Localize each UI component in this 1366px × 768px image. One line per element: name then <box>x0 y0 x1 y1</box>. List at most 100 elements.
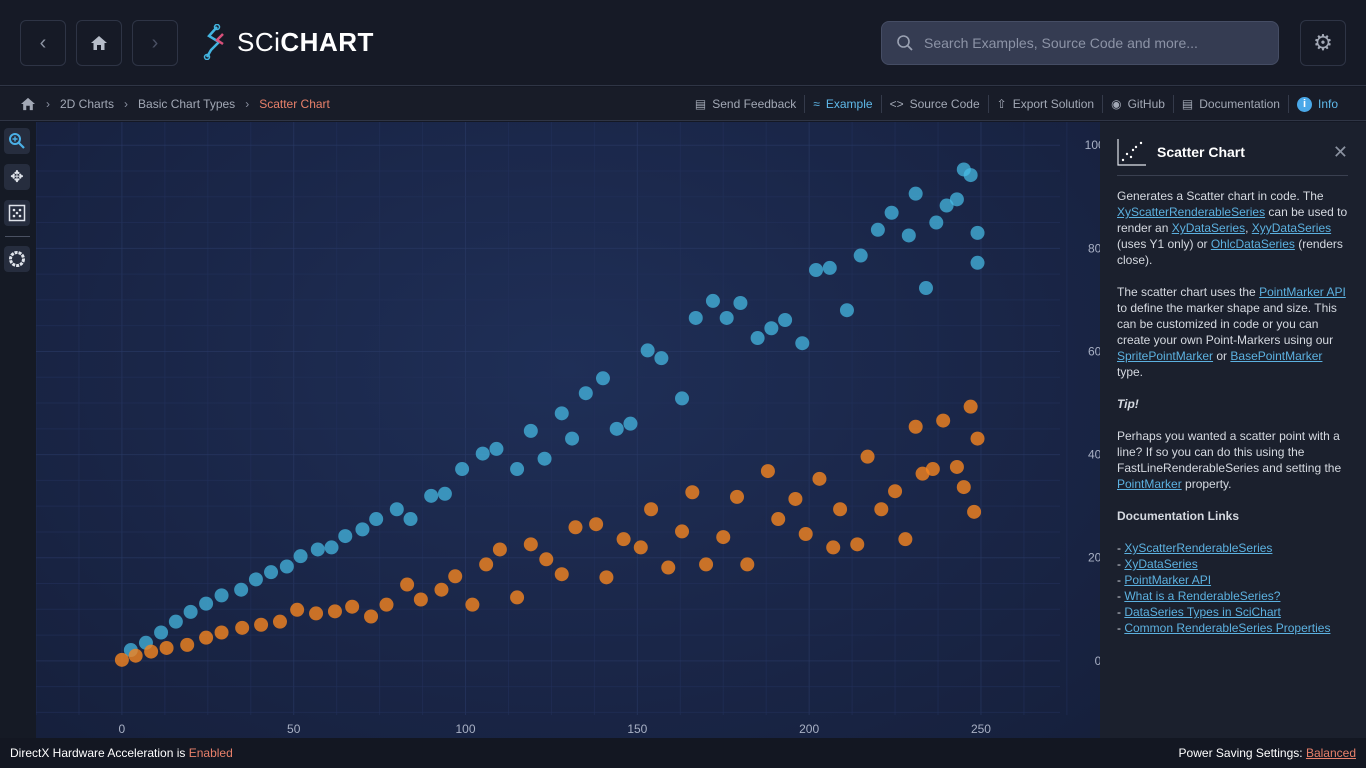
documentation-link[interactable]: ▤ Documentation <box>1172 95 1288 113</box>
scatter-point-series-2 <box>523 537 538 552</box>
x-tick-label: 100 <box>456 722 476 736</box>
source-code-tab[interactable]: <> Source Code <box>880 95 988 113</box>
scatter-point-series-2 <box>699 557 714 572</box>
scatter-point-series-2 <box>254 617 269 632</box>
scatter-point-series-2 <box>661 560 676 575</box>
x-tick-label: 0 <box>119 722 126 736</box>
doc-link[interactable]: PointMarker API <box>1259 285 1346 299</box>
search-input[interactable] <box>924 35 1264 51</box>
scatter-point-series-2 <box>272 614 287 629</box>
info-text: Documentation Links <box>1117 509 1240 523</box>
scatter-point-series-2 <box>510 590 525 605</box>
doc-link[interactable]: SpritePointMarker <box>1117 349 1214 363</box>
doc-link[interactable]: XyScatterRenderableSeries <box>1117 205 1266 219</box>
info-paragraph: The scatter chart uses the PointMarker A… <box>1117 284 1348 380</box>
list-item: - DataSeries Types in SciChart <box>1117 605 1281 619</box>
scatter-point-series-1 <box>939 198 954 213</box>
doc-link[interactable]: Common RenderableSeries Properties <box>1124 621 1331 635</box>
scatter-point-series-2 <box>850 537 865 552</box>
scatter-point-series-2 <box>788 491 803 506</box>
scatter-point-series-2 <box>675 524 690 539</box>
scatter-point-series-2 <box>327 604 342 619</box>
scatter-point-series-2 <box>128 648 143 663</box>
scatter-point-series-2 <box>199 630 214 645</box>
scatter-point-series-2 <box>479 557 494 572</box>
scatter-point-series-1 <box>389 502 404 517</box>
theme-button[interactable] <box>4 246 30 272</box>
scatter-point-series-2 <box>812 471 827 486</box>
search-box[interactable] <box>881 21 1279 65</box>
send-feedback-button[interactable]: ▤ Send Feedback <box>687 95 804 113</box>
scatter-point-series-1 <box>565 431 580 446</box>
gear-icon: ⚙ <box>1313 30 1333 55</box>
doc-link[interactable]: PointMarker <box>1117 477 1182 491</box>
list-item: - XyScatterRenderableSeries <box>1117 541 1273 555</box>
hardware-acceleration-status: DirectX Hardware Acceleration is Enabled <box>10 746 233 760</box>
breadcrumb-basic-chart-types[interactable]: Basic Chart Types <box>138 97 236 111</box>
zoom-extents-button[interactable] <box>4 200 30 226</box>
scatter-point-series-2 <box>888 484 903 499</box>
scatter-point-series-1 <box>489 441 504 456</box>
x-tick-label: 200 <box>799 722 819 736</box>
info-tab[interactable]: i Info <box>1287 95 1346 113</box>
scatter-point-series-2 <box>967 504 982 519</box>
search-icon <box>897 35 913 51</box>
github-link[interactable]: ◉ GitHub <box>1102 95 1173 113</box>
close-icon[interactable]: ✕ <box>1332 141 1348 162</box>
settings-button[interactable]: ⚙ <box>1300 20 1346 66</box>
scatter-point-series-1 <box>199 596 214 611</box>
list-item: - Common RenderableSeries Properties <box>1117 621 1331 635</box>
doc-link[interactable]: What is a RenderableSeries? <box>1124 589 1281 603</box>
doc-link[interactable]: XyScatterRenderableSeries <box>1124 541 1273 555</box>
info-text: , <box>1245 221 1252 235</box>
doc-link[interactable]: BasePointMarker <box>1230 349 1323 363</box>
scichart-logo[interactable]: SCiCHART <box>203 24 374 60</box>
chevron-left-icon: ‹ <box>39 31 47 54</box>
home-button[interactable] <box>76 20 122 66</box>
doc-link[interactable]: OhlcDataSeries <box>1210 237 1295 251</box>
scatter-point-series-2 <box>364 609 379 624</box>
scatter-point-series-1 <box>234 582 249 597</box>
y-tick-label: 1000 <box>1085 138 1100 152</box>
scatter-point-series-2 <box>235 620 250 635</box>
scatter-point-series-2 <box>599 570 614 585</box>
forward-button[interactable]: › <box>132 20 178 66</box>
scatter-point-series-1 <box>764 321 779 336</box>
status-value: Enabled <box>188 746 233 760</box>
top-header: ‹ › SCiCHART ⚙ <box>0 0 1366 86</box>
home-icon[interactable] <box>20 97 36 111</box>
scatter-point-series-2 <box>826 540 841 555</box>
scatter-point-series-1 <box>355 522 370 537</box>
doc-link[interactable]: XyDataSeries <box>1171 221 1246 235</box>
back-button[interactable]: ‹ <box>20 20 66 66</box>
export-solution-button[interactable]: ⇧ Export Solution <box>987 95 1102 113</box>
scatter-point-series-1 <box>970 255 985 270</box>
scatter-point-series-1 <box>853 248 868 263</box>
zoom-button[interactable] <box>4 128 30 154</box>
y-tick-label: 400 <box>1088 448 1100 462</box>
scatter-point-series-1 <box>949 192 964 207</box>
breadcrumb-2d-charts[interactable]: 2D Charts <box>60 97 115 111</box>
example-tab[interactable]: ≈ Example <box>804 95 880 113</box>
scatter-point-series-1 <box>324 540 339 555</box>
x-tick-label: 250 <box>971 722 991 736</box>
pan-button[interactable]: ✥ <box>4 164 30 190</box>
info-panel-title: Scatter Chart <box>1157 143 1245 160</box>
doc-link[interactable]: XyDataSeries <box>1124 557 1198 571</box>
scatter-point-series-1 <box>595 371 610 386</box>
scatter-point-series-1 <box>929 215 944 230</box>
doc-link[interactable]: XyyDataSeries <box>1251 221 1332 235</box>
power-saving-link[interactable]: Balanced <box>1305 746 1356 760</box>
doc-link[interactable]: PointMarker API <box>1124 573 1212 587</box>
doc-link[interactable]: DataSeries Types in SciChart <box>1124 605 1281 619</box>
scatter-point-series-2 <box>434 582 449 597</box>
chart-surface[interactable]: 0 50 100 150 200 250 0 200 400 600 800 1000 <box>36 122 1100 738</box>
breadcrumb-scatter-chart: Scatter Chart <box>259 97 330 111</box>
scatter-chart-icon <box>1117 138 1146 166</box>
scatter-chart[interactable]: 0 50 100 150 200 250 0 200 400 600 800 1000 <box>36 122 1100 738</box>
scatter-point-series-2 <box>180 637 195 652</box>
info-text: (uses Y1 only) or <box>1117 237 1211 251</box>
label: DirectX Hardware Acceleration is <box>10 746 189 760</box>
info-text: property. <box>1181 477 1232 491</box>
info-paragraph: Perhaps you wanted a scatter point with … <box>1117 428 1348 492</box>
